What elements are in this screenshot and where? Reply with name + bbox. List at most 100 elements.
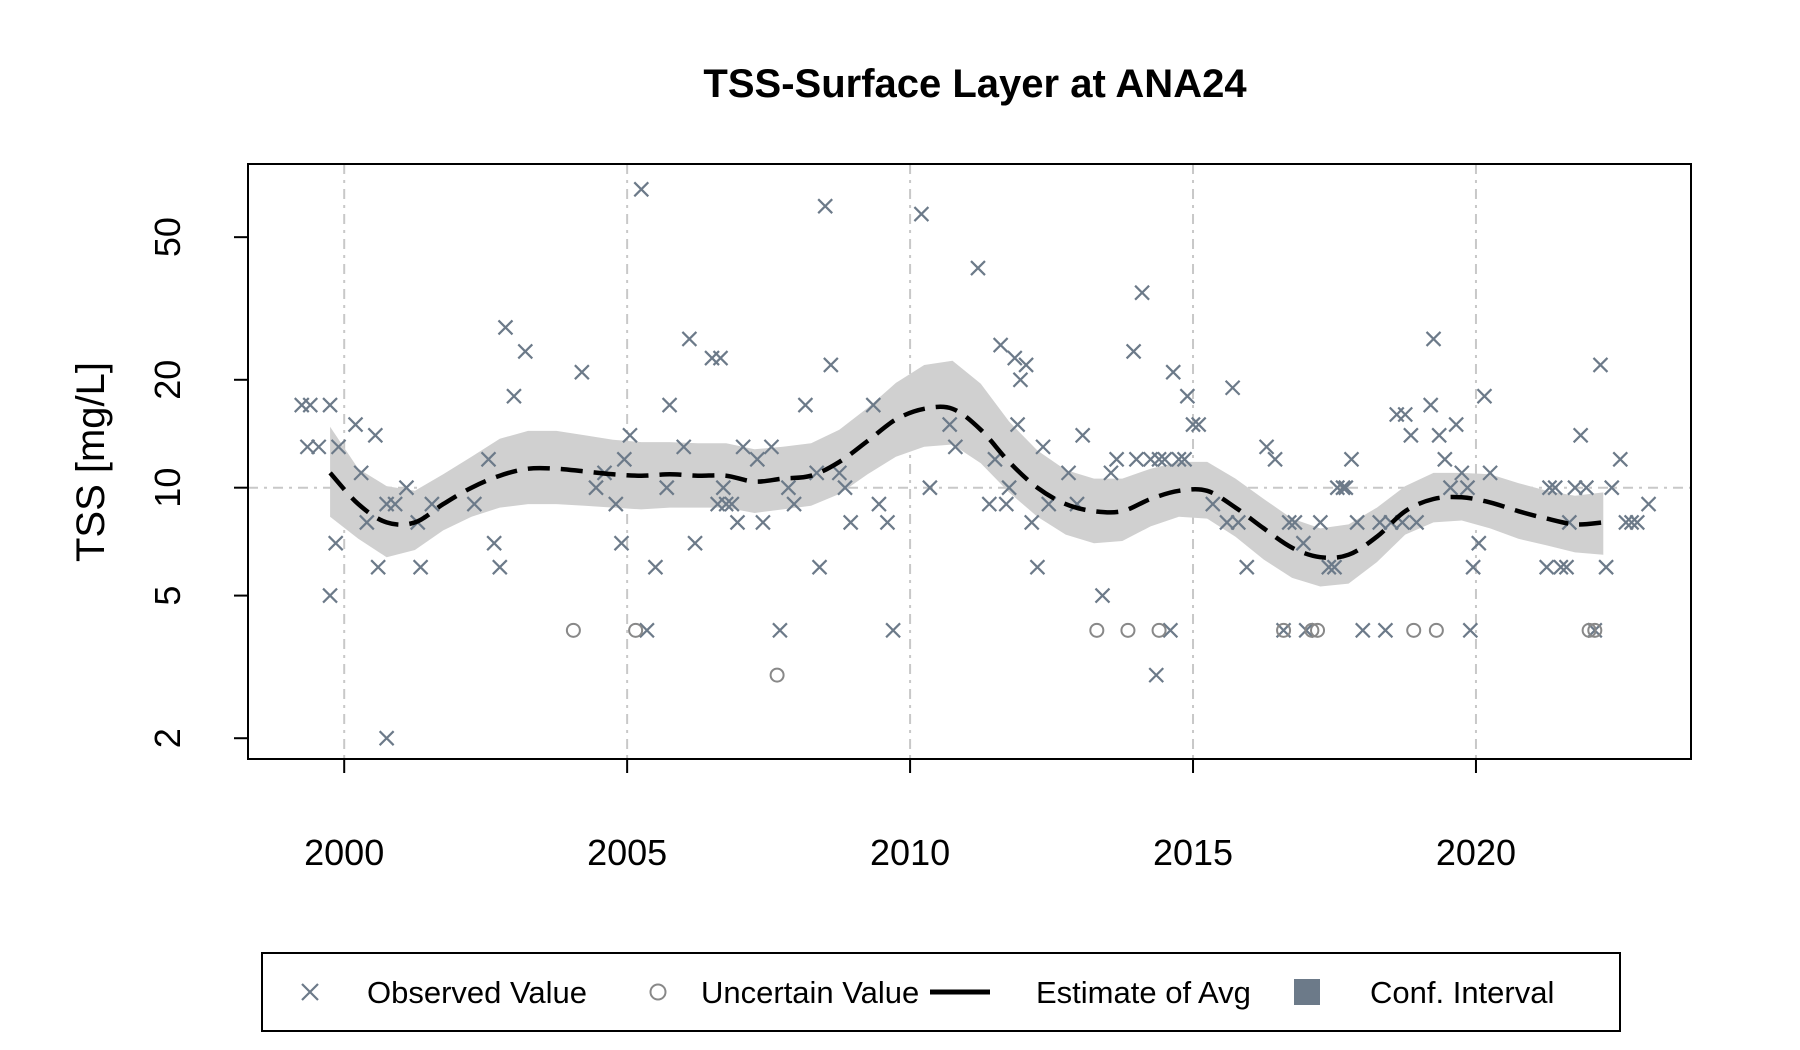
y-tick-label: 20 bbox=[147, 360, 188, 400]
observed-point bbox=[1604, 479, 1620, 496]
observed-point bbox=[786, 496, 802, 512]
observed-point bbox=[724, 496, 740, 512]
observed-point bbox=[327, 535, 344, 551]
observed-point bbox=[1185, 416, 1201, 433]
observed-point bbox=[1035, 439, 1051, 455]
observed-point bbox=[1538, 559, 1555, 575]
x-tick-label: 2010 bbox=[870, 832, 950, 873]
observed-point bbox=[1219, 514, 1235, 531]
observed-point bbox=[1060, 465, 1077, 481]
observed-point bbox=[981, 496, 998, 512]
observed-point bbox=[347, 416, 364, 433]
x-axis: 2000 2005 2010 2015 2020 bbox=[304, 758, 1516, 873]
observed-point bbox=[1578, 479, 1595, 496]
observed-point bbox=[687, 535, 703, 551]
observed-point bbox=[1454, 465, 1470, 481]
observed-point bbox=[811, 559, 828, 575]
observed-point bbox=[353, 465, 369, 481]
observed-point bbox=[367, 427, 384, 444]
observed-point bbox=[310, 439, 327, 455]
observed-point bbox=[837, 479, 853, 496]
observed-point bbox=[588, 479, 604, 496]
observed-point bbox=[1128, 451, 1145, 468]
uncertain-point bbox=[628, 622, 644, 638]
x-tick-label: 2005 bbox=[587, 832, 667, 873]
observed-point bbox=[1349, 514, 1365, 531]
uncertain-point bbox=[1120, 622, 1136, 638]
observed-point bbox=[1165, 364, 1181, 380]
observed-point bbox=[1094, 587, 1111, 604]
observed-point bbox=[1547, 479, 1563, 496]
y-tick-label: 10 bbox=[147, 468, 188, 508]
observed-point bbox=[842, 514, 859, 531]
observed-point bbox=[633, 181, 650, 198]
observed-point bbox=[1541, 479, 1558, 496]
observed-point bbox=[941, 416, 958, 433]
observed-point bbox=[466, 496, 483, 512]
observed-point bbox=[992, 337, 1009, 353]
observed-point bbox=[1403, 427, 1419, 444]
observed-point bbox=[647, 559, 664, 575]
observed-point bbox=[1553, 559, 1569, 575]
observed-point bbox=[1465, 559, 1481, 575]
uncertain-point bbox=[1587, 622, 1603, 638]
observed-point bbox=[622, 427, 638, 444]
observed-point bbox=[322, 397, 338, 413]
observed-point bbox=[1009, 416, 1026, 433]
observed-point bbox=[681, 331, 698, 347]
observed-point bbox=[1471, 535, 1487, 551]
observed-point bbox=[1006, 350, 1023, 366]
uncertain-point bbox=[1151, 622, 1167, 638]
legend-label: Observed Value bbox=[367, 975, 587, 1010]
estimate-line-layer bbox=[328, 404, 1604, 561]
y-tick-label: 5 bbox=[147, 586, 188, 606]
legend-uncertain-symbol bbox=[649, 983, 667, 1001]
observed-point bbox=[517, 343, 534, 360]
observed-point bbox=[712, 350, 729, 366]
observed-point bbox=[1287, 514, 1303, 531]
observed-point bbox=[378, 730, 395, 746]
observed-point bbox=[1482, 465, 1498, 481]
observed-point bbox=[1629, 514, 1646, 531]
estimate-line bbox=[328, 404, 1604, 561]
observed-point bbox=[1567, 479, 1583, 496]
observed-point bbox=[424, 496, 440, 512]
observed-point bbox=[879, 514, 896, 531]
observed-point bbox=[1176, 451, 1193, 468]
observed-point bbox=[412, 559, 429, 575]
observed-point bbox=[1018, 357, 1034, 373]
observed-point bbox=[1623, 514, 1640, 531]
uncertain-point bbox=[769, 667, 785, 683]
observed-point bbox=[772, 622, 788, 639]
observed-point bbox=[1312, 514, 1329, 531]
legend-label: Uncertain Value bbox=[701, 975, 919, 1010]
observed-point bbox=[1230, 514, 1247, 531]
confidence-band bbox=[330, 360, 1604, 587]
observed-point bbox=[823, 357, 839, 373]
observed-point bbox=[1125, 343, 1142, 360]
uncertain-point bbox=[1089, 622, 1105, 638]
observed-point bbox=[1572, 427, 1589, 444]
observed-point bbox=[1561, 514, 1578, 531]
observed-point bbox=[1408, 514, 1425, 531]
chart-title: TSS-Surface Layer at ANA24 bbox=[703, 62, 1247, 106]
y-axis: 2 5 10 20 50 bbox=[147, 217, 248, 748]
observed-point bbox=[359, 514, 375, 531]
uncertain-point bbox=[1310, 622, 1326, 638]
observed-point bbox=[729, 514, 746, 531]
observed-point bbox=[1459, 479, 1476, 496]
observed-point bbox=[506, 388, 522, 404]
observed-point bbox=[871, 496, 887, 512]
observed-point bbox=[749, 451, 766, 468]
observed-point bbox=[913, 206, 930, 222]
observed-point bbox=[1397, 406, 1414, 423]
observed-point bbox=[718, 496, 734, 512]
observed-point bbox=[922, 479, 938, 496]
observed-point bbox=[639, 622, 655, 639]
observed-point bbox=[370, 559, 386, 575]
observed-point bbox=[1338, 479, 1354, 496]
confidence-band-layer bbox=[330, 360, 1604, 587]
observed-point bbox=[1558, 559, 1575, 575]
y-tick-label: 2 bbox=[147, 728, 188, 748]
